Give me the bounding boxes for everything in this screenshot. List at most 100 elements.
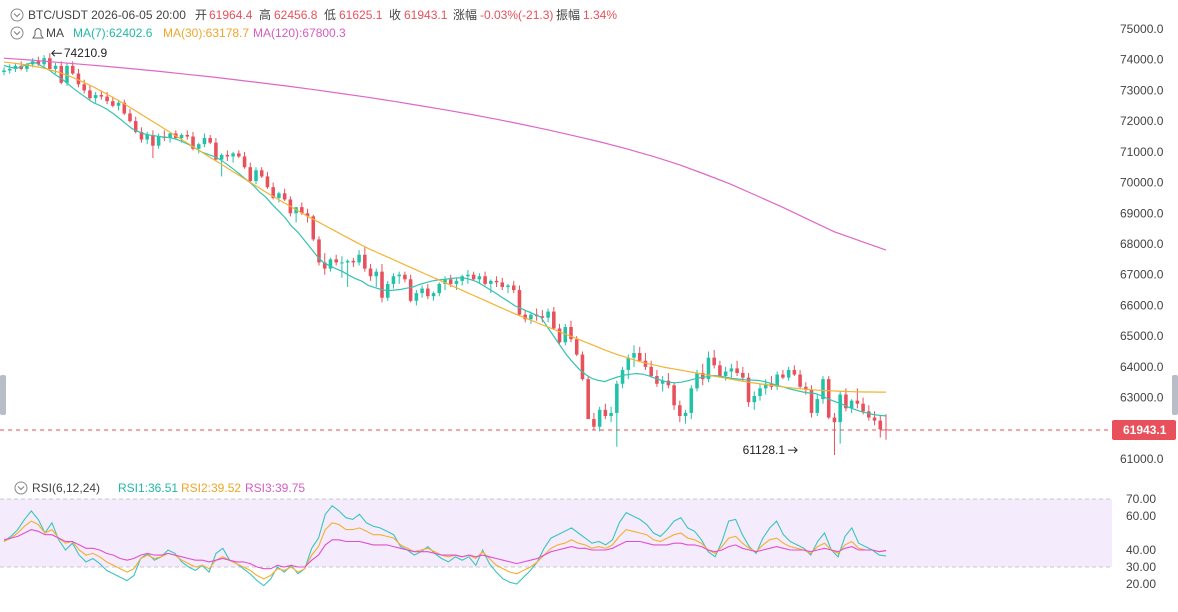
candle-body	[741, 373, 745, 378]
candle-body	[437, 283, 442, 294]
candle-body	[191, 136, 195, 149]
candle-body	[443, 279, 447, 284]
candle-body	[884, 429, 888, 431]
candle-body	[334, 259, 338, 263]
price-tick-label: 75000.0	[1120, 22, 1164, 36]
candle-body	[511, 285, 516, 291]
candle-body	[2, 70, 6, 72]
candle-body	[752, 396, 757, 403]
candle-body	[609, 412, 613, 416]
candle-body	[826, 379, 831, 418]
candle-body	[145, 134, 149, 140]
candle-body	[391, 276, 396, 284]
candle-body	[351, 260, 356, 263]
candle-body	[328, 259, 333, 269]
low-label: 低	[324, 8, 336, 22]
rsi1-legend: RSI1:36.51	[118, 481, 178, 495]
candle-body	[111, 101, 115, 106]
candle-body	[557, 328, 562, 343]
candle-body	[420, 288, 424, 294]
candle-body	[254, 170, 258, 182]
candle-body	[821, 379, 825, 400]
candle-body	[48, 58, 52, 69]
right-scroll-handle[interactable]	[1172, 375, 1178, 415]
candle-body	[695, 373, 699, 389]
candles-layer	[2, 53, 888, 456]
chevron-down-icon	[17, 486, 25, 491]
rsi-collapse-icon[interactable]	[14, 481, 28, 495]
candle-body	[552, 311, 556, 329]
candle-body	[345, 260, 350, 263]
candle-body	[878, 420, 883, 430]
candle-body	[282, 193, 287, 200]
open-label: 开	[195, 8, 207, 22]
rsi-tick-label: 20.00	[1126, 577, 1156, 591]
high-price-annotation: 74210.9	[64, 46, 108, 60]
candle-body	[632, 353, 636, 358]
rsi-tick-label: 60.00	[1126, 509, 1156, 523]
left-scroll-handle[interactable]	[0, 375, 6, 415]
candle-body	[59, 65, 64, 83]
candle-body	[689, 388, 694, 413]
change-value: -0.03%(-21.3)	[480, 8, 553, 22]
candle-body	[712, 357, 716, 366]
low-arrow-icon	[788, 446, 798, 454]
candle-body	[574, 339, 579, 355]
ma-line-ma30	[3, 61, 886, 393]
candle-body	[529, 314, 533, 320]
candle-body	[277, 193, 281, 198]
candle-body	[414, 293, 419, 301]
candle-body	[775, 374, 779, 387]
candle-body	[792, 369, 797, 375]
candle-body	[88, 90, 92, 99]
candle-body	[151, 134, 155, 146]
candle-body	[426, 288, 430, 297]
amplitude-value: 1.34%	[583, 8, 617, 22]
rsi-line-rsi3	[3, 529, 887, 570]
candle-body	[494, 280, 499, 283]
candle-body	[867, 411, 871, 418]
ma-collapse-icon[interactable]	[10, 26, 24, 40]
candle-body	[735, 368, 739, 373]
candle-body	[53, 65, 58, 69]
ma-lines-layer	[3, 57, 887, 417]
candle-body	[133, 121, 138, 132]
candle-body	[849, 400, 854, 409]
close-label: 收	[389, 8, 401, 22]
price-tick-label: 74000.0	[1120, 53, 1164, 67]
last-price-label: 61943.1	[1123, 423, 1167, 437]
candle-body	[105, 96, 109, 102]
annotations-layer: 61943.1 74210.9 61128.1	[0, 46, 1176, 457]
candle-body	[156, 136, 161, 146]
candle-body	[70, 65, 75, 74]
candle-body	[678, 405, 682, 416]
candle-body	[19, 65, 23, 69]
candle-body	[65, 65, 69, 83]
candle-body	[517, 290, 522, 315]
amplitude-label: 振幅	[556, 7, 580, 22]
candle-body	[643, 360, 648, 367]
candle-body	[93, 95, 98, 99]
rsi-indicator-name: RSI(6,12,24)	[32, 481, 100, 495]
candle-body	[322, 262, 327, 269]
bell-icon[interactable]	[32, 28, 44, 39]
rsi-overbought-oversold-band	[0, 499, 1112, 567]
candle-body	[500, 282, 505, 287]
candle-body	[723, 371, 728, 377]
candle-body	[506, 285, 510, 287]
price-tick-label: 68000.0	[1120, 237, 1164, 251]
price-axis: 75000.0 74000.0 73000.0 72000.0 71000.0 70000…	[1120, 22, 1164, 466]
price-tick-label: 64000.0	[1120, 360, 1164, 374]
price-tick-label: 69000.0	[1120, 206, 1164, 220]
candle-body	[340, 262, 344, 264]
candle-body	[872, 417, 877, 421]
candle-body	[815, 399, 820, 413]
candle-body	[758, 388, 762, 397]
candle-body	[408, 279, 413, 301]
collapse-icon[interactable]	[10, 8, 24, 22]
rsi-line-rsi2	[3, 520, 887, 580]
candle-body	[357, 254, 361, 263]
candle-body	[844, 394, 848, 409]
candle-body	[265, 176, 270, 188]
